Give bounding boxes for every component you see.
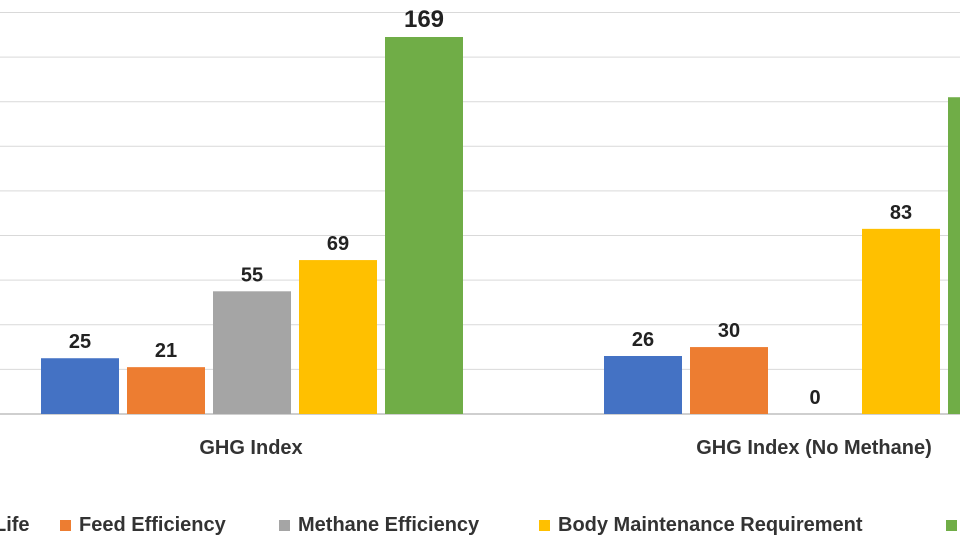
data-label: 21 [155,340,177,362]
legend-swatch [279,519,290,531]
data-labels: 252155691692630083142 [69,6,912,409]
category-label: GHG Index (No Methane) [696,437,932,459]
bar-total-2 [948,97,960,414]
data-label: 0 [809,387,820,409]
legend-swatch [539,519,550,531]
legend-label: Methane Efficiency [298,513,480,536]
legend-swatch [60,519,71,531]
bar-methane-efficiency-1 [213,291,291,414]
legend-item: Feed Efficiency [60,510,226,540]
bar-feed-efficiency-2 [690,347,768,414]
legend-label: Feed Efficiency [79,513,226,536]
bar-productive-life-1 [41,358,119,414]
bar-body-maintenance-requirement-1 [299,260,377,414]
data-label: 69 [327,233,349,255]
legend-item [946,510,960,540]
legend-item: Life [0,510,30,540]
data-label: 26 [632,329,654,351]
legend-item: Body Maintenance Requirement [539,510,863,540]
legend-label: Life [0,513,30,536]
data-label: 30 [718,320,740,342]
bar-productive-life-2 [604,356,682,414]
bar-total-1 [385,37,463,414]
data-label: 25 [69,331,91,353]
legend-label: Body Maintenance Requirement [558,513,863,536]
bars [41,37,960,414]
gridlines [0,11,960,415]
legend-swatch [946,519,957,531]
data-label: 55 [241,264,263,286]
category-label: GHG Index [199,437,302,459]
category-labels: GHG Index GHG Index (No Methane) [199,437,931,459]
bar-body-maintenance-requirement-2 [862,228,940,414]
data-label: 169 [404,6,444,33]
data-label: 83 [890,202,912,224]
legend-item: Methane Efficiency [279,510,479,540]
bar-feed-efficiency-1 [127,367,205,414]
legend: Life Feed Efficiency Methane Efficiency Bod… [0,510,960,540]
